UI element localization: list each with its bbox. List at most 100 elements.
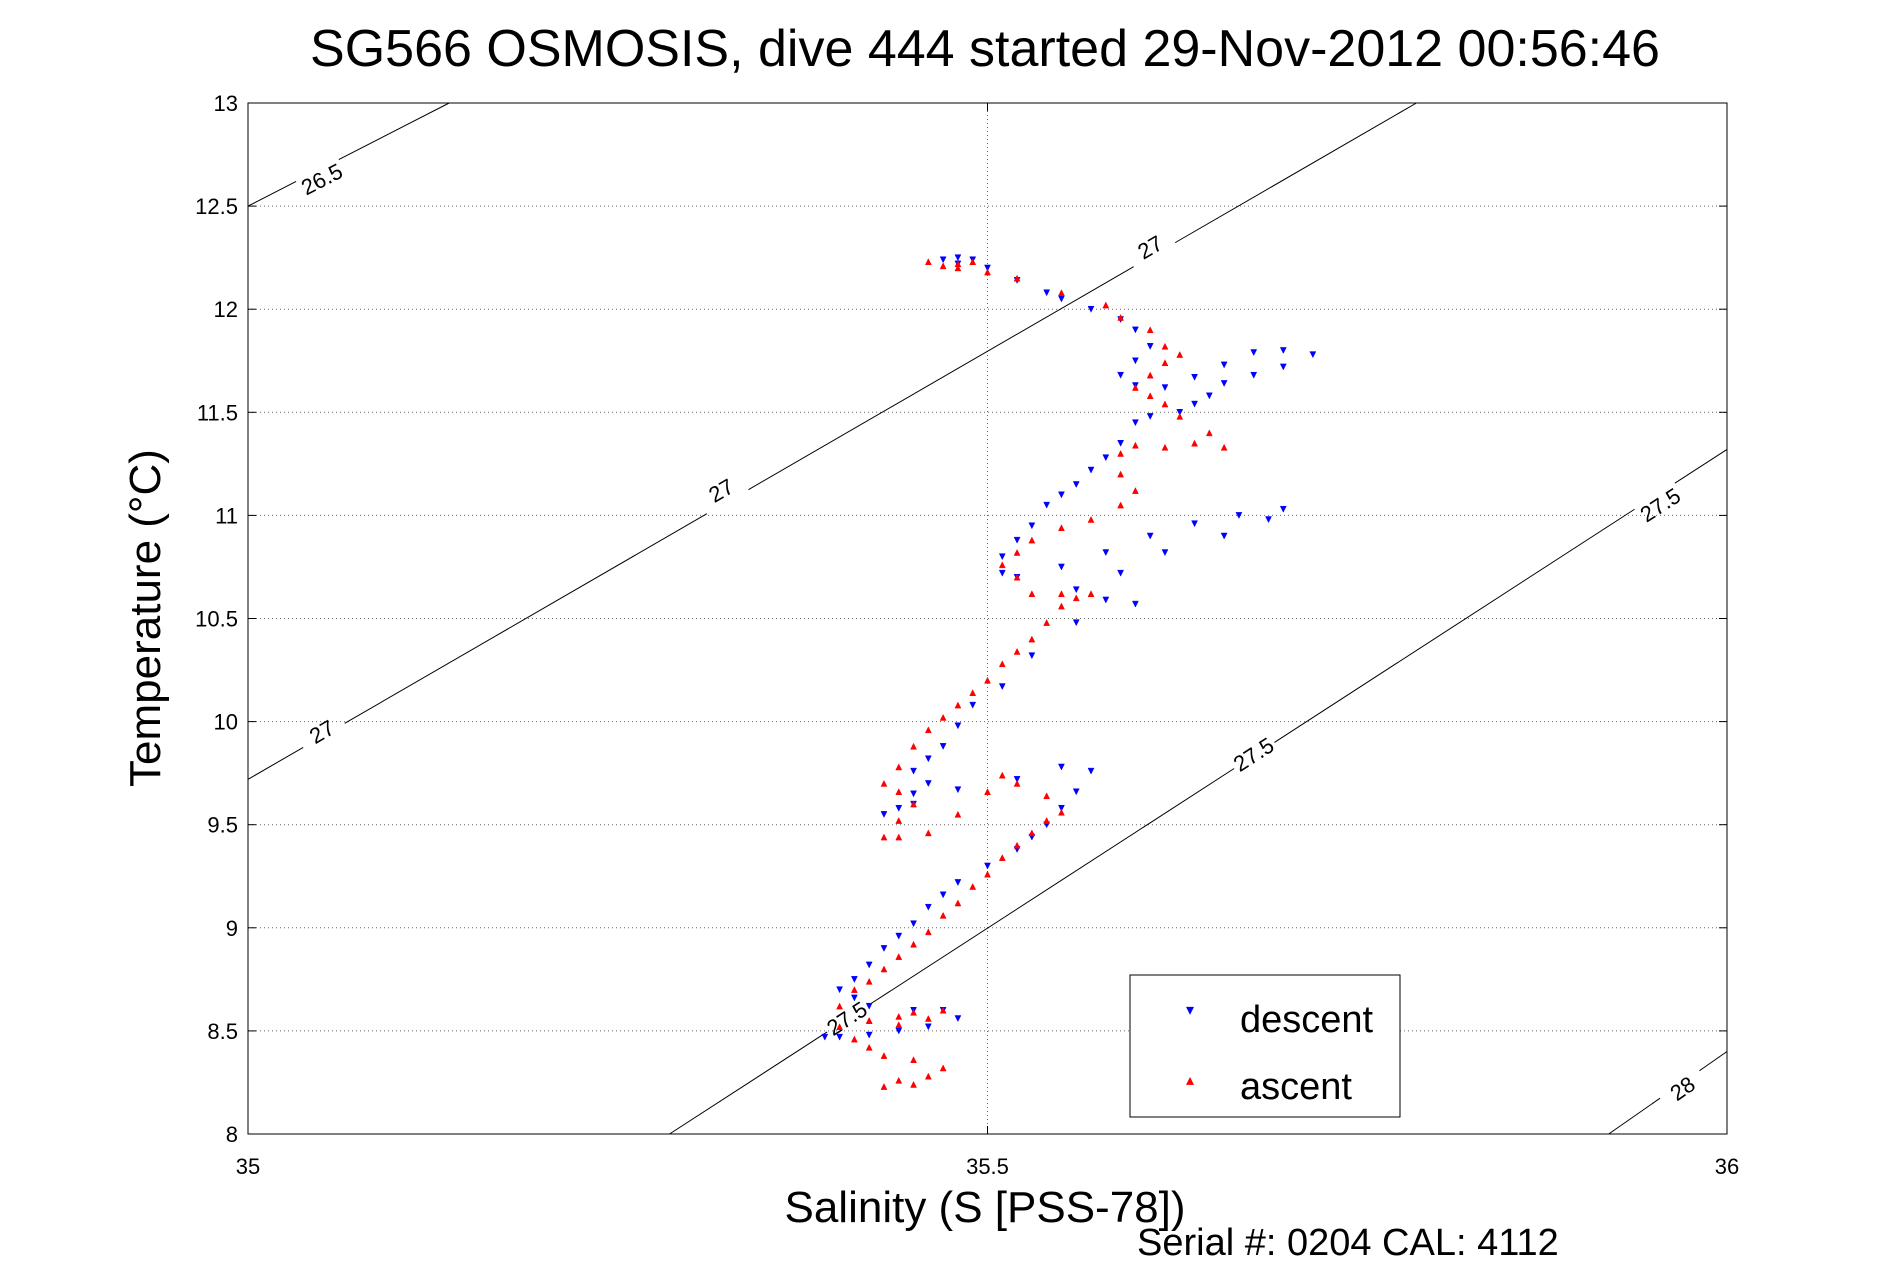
y-tick-label: 12 <box>214 297 238 322</box>
descent-point <box>998 683 1006 691</box>
density-contour-line <box>1174 102 1417 244</box>
ascent-point <box>1131 383 1139 391</box>
ascent-point <box>895 763 903 771</box>
descent-point <box>924 780 932 788</box>
descent-point <box>1235 512 1243 519</box>
descent-point <box>1043 501 1051 509</box>
ascent-point <box>880 1052 888 1059</box>
descent-point <box>1131 326 1139 334</box>
descent-point <box>1205 392 1213 400</box>
ascent-point <box>1013 573 1021 581</box>
x-axis-label: Salinity (S [PSS-78]) <box>784 1183 1185 1232</box>
density-contour-line <box>1699 1051 1728 1072</box>
ascent-point <box>1146 326 1154 334</box>
descent-point <box>984 264 991 272</box>
y-tick-label: 11 <box>215 503 238 528</box>
ascent-point <box>1072 594 1080 602</box>
descent-point <box>924 755 932 763</box>
descent-point <box>1043 289 1051 297</box>
descent-point <box>1058 563 1065 571</box>
ascent-point <box>910 1008 917 1016</box>
ascent-point <box>939 262 947 270</box>
descent-point <box>1146 413 1154 420</box>
descent-point <box>1146 532 1154 540</box>
y-tick-label: 10.5 <box>195 607 238 632</box>
ascent-point <box>895 953 903 960</box>
descent-point <box>1058 491 1065 499</box>
x-tick-label: 35.5 <box>966 1154 1009 1179</box>
ascent-point <box>1161 359 1169 367</box>
descent-point <box>1072 788 1080 796</box>
y-tick-label: 13 <box>214 91 238 116</box>
ascent-point <box>998 660 1006 668</box>
ascent-point <box>1013 548 1021 556</box>
ascent-point <box>850 1035 858 1043</box>
ascent-point <box>865 1017 873 1024</box>
ascent-point <box>1131 487 1139 494</box>
density-contour-line <box>338 102 450 161</box>
x-tick-label: 35 <box>236 1154 260 1179</box>
ascent-point <box>1176 351 1184 358</box>
ascent-point <box>880 779 888 787</box>
ascent-point <box>984 676 991 684</box>
ascent-point <box>939 713 947 721</box>
descent-point <box>969 701 977 709</box>
ascent-point <box>1117 470 1125 478</box>
descent-point <box>1072 481 1080 489</box>
descent-point <box>1250 349 1258 357</box>
ascent-point <box>895 1021 903 1028</box>
ascent-point <box>1087 590 1095 598</box>
ascent-point <box>1058 524 1065 532</box>
density-contour-line <box>1274 508 1635 743</box>
ascent-point <box>954 701 962 709</box>
descent-point <box>998 569 1006 577</box>
ascent-point <box>998 561 1006 569</box>
descent-point <box>939 891 947 899</box>
ascent-point <box>1146 371 1154 379</box>
ascent-point <box>924 829 932 837</box>
ascent-point <box>954 260 962 268</box>
descent-point <box>895 932 903 940</box>
ascent-point <box>1028 590 1036 598</box>
ascent-point <box>954 810 962 818</box>
ascent-point <box>1028 829 1036 837</box>
descent-point <box>1250 371 1258 379</box>
density-contour-line <box>344 513 708 724</box>
ascent-point <box>910 1056 917 1064</box>
y-tick-label: 8.5 <box>207 1019 238 1044</box>
legend-marker-descent: ▾ <box>1186 1000 1194 1019</box>
descent-point <box>954 254 962 262</box>
descent-point <box>1013 536 1021 544</box>
descent-point <box>1265 516 1272 524</box>
ascent-point <box>910 742 917 750</box>
ascent-point <box>1102 301 1110 309</box>
descent-point <box>1176 409 1184 416</box>
descent-point <box>910 790 917 798</box>
descent-point <box>1058 763 1065 771</box>
descent-point <box>880 811 888 818</box>
serial-cal-footer: Serial #: 0204 CAL: 4112 <box>1137 1222 1559 1262</box>
ascent-point <box>1058 590 1065 598</box>
y-tick-label: 9 <box>226 916 238 941</box>
ascent-point <box>1161 400 1169 408</box>
descent-point <box>1191 400 1198 408</box>
ascent-point <box>984 870 991 878</box>
descent-point <box>1117 371 1125 379</box>
ascent-point <box>1013 779 1021 787</box>
legend-label-ascent: ascent <box>1240 1066 1352 1108</box>
ascent-point <box>1058 808 1065 816</box>
ascent-point <box>1043 619 1051 626</box>
ascent-point <box>895 833 903 841</box>
ascent-point <box>910 1080 917 1088</box>
ascent-point <box>880 1083 888 1090</box>
ascent-point <box>954 899 962 907</box>
descent-point <box>1161 549 1169 557</box>
ascent-point <box>1013 841 1021 849</box>
ascent-point <box>924 928 932 936</box>
legend-marker-ascent: ▴ <box>1186 1070 1194 1089</box>
descent-point <box>1309 351 1317 359</box>
descent-point <box>954 722 962 730</box>
density-contour-line <box>1608 1097 1661 1135</box>
ascent-point <box>1146 392 1154 400</box>
